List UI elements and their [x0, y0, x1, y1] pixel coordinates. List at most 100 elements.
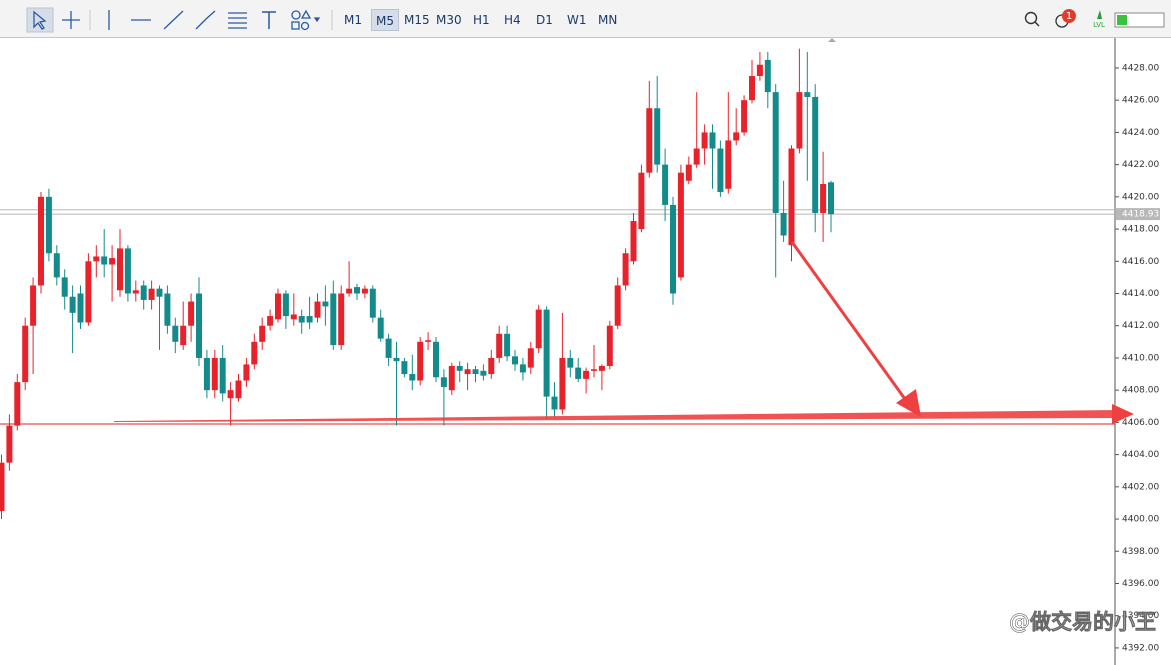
watermark: @做交易的小王 — [1009, 610, 1156, 634]
channel-tool[interactable] — [195, 10, 216, 30]
candle-body — [425, 340, 432, 342]
level-label: LVL — [1093, 21, 1105, 29]
timeframe-button[interactable]: M5 — [371, 9, 399, 31]
candle-body — [385, 338, 392, 358]
candle-body — [132, 290, 139, 294]
candle-body — [725, 140, 732, 189]
candle-body — [685, 164, 692, 181]
candle-body — [598, 365, 605, 371]
candle-body — [472, 369, 479, 375]
fibonacci-tool[interactable] — [228, 12, 247, 29]
candle-body — [243, 364, 250, 381]
chart-background — [0, 38, 1171, 665]
toolbar-icons: 1 LVL — [26, 7, 1165, 33]
candle-body — [14, 382, 21, 426]
candle-body — [606, 325, 613, 366]
crosshair-tool[interactable] — [62, 11, 80, 29]
cursor-tool[interactable] — [26, 7, 54, 33]
y-tick-label: 4418.00 — [1122, 225, 1159, 235]
y-tick-label: 4408.00 — [1122, 386, 1159, 396]
candle-body — [109, 258, 116, 265]
last-price-label: 4418.93 — [1122, 210, 1159, 220]
timeframe-button[interactable]: M30 — [436, 13, 462, 27]
candle-body — [409, 374, 416, 381]
candle-body — [354, 287, 360, 294]
candle-body — [203, 357, 210, 391]
y-tick-label: 4392.00 — [1122, 643, 1159, 653]
timeframe-button[interactable]: W1 — [567, 13, 587, 27]
candle-body — [733, 132, 740, 141]
notification-badge — [1062, 9, 1076, 23]
candle-body — [338, 293, 345, 346]
candle-body — [314, 301, 321, 318]
candle-body — [306, 316, 313, 323]
candle-body — [504, 333, 511, 357]
candle-body — [69, 296, 76, 313]
y-tick-label: 4402.00 — [1122, 482, 1159, 492]
search-icon[interactable] — [1024, 11, 1038, 25]
candle-body — [30, 285, 37, 326]
timeframe-button[interactable]: MN — [598, 13, 618, 27]
candle-body — [812, 96, 819, 213]
candle-body — [45, 196, 52, 254]
candle-body — [693, 148, 700, 165]
candle-body — [496, 333, 503, 358]
candle-body — [828, 182, 834, 215]
candle-body — [780, 212, 787, 236]
candle-body — [140, 285, 147, 300]
timeframe-button[interactable]: H1 — [473, 13, 490, 27]
candle-body — [630, 221, 637, 262]
candle-body — [796, 92, 803, 149]
trendline-tool[interactable] — [163, 10, 184, 30]
y-tick-label: 4404.00 — [1122, 450, 1159, 460]
y-tick-label: 4422.00 — [1122, 160, 1159, 170]
y-tick-label: 4400.00 — [1122, 515, 1159, 525]
candle-body — [172, 325, 179, 342]
candle-body — [251, 341, 258, 365]
candle-body — [440, 377, 447, 387]
candle-body — [227, 390, 234, 399]
candle-body — [259, 325, 266, 342]
candle-body — [480, 370, 487, 376]
candle-body — [377, 317, 384, 339]
candle-body — [124, 248, 131, 294]
timeframe-button[interactable]: M15 — [404, 13, 430, 27]
y-tick-label: 4396.00 — [1122, 579, 1159, 589]
candle-body — [61, 277, 68, 297]
candle-body — [267, 316, 274, 326]
candle-body — [369, 288, 376, 318]
candle-body — [448, 365, 455, 391]
candle-body — [456, 365, 463, 371]
y-tick-label: 4394.00 — [1122, 611, 1159, 621]
level-meter — [1114, 12, 1165, 28]
candle-body — [6, 425, 13, 463]
candle-body — [235, 380, 242, 399]
candle-body — [148, 288, 155, 300]
candle-body — [282, 293, 289, 317]
y-tick-label: 4420.00 — [1122, 192, 1159, 202]
candle-body — [219, 357, 226, 394]
timeframe-button[interactable]: H4 — [504, 13, 521, 27]
timeframe-button[interactable]: D1 — [536, 13, 553, 27]
candle-body — [322, 301, 329, 307]
candle-body — [393, 357, 400, 362]
candle-body — [117, 248, 123, 291]
candle-body — [756, 64, 763, 77]
price-tag — [1116, 208, 1160, 221]
text-tool[interactable] — [262, 11, 276, 29]
timeframe-button[interactable]: M1 — [344, 13, 362, 27]
candle-body — [346, 288, 353, 294]
candle-body — [535, 309, 542, 349]
candle-body — [488, 357, 495, 375]
candle-body — [717, 148, 724, 193]
candle-body — [741, 100, 748, 133]
candle-body — [614, 285, 621, 326]
candle-body — [654, 108, 661, 165]
notification-count: 1 — [1066, 11, 1072, 22]
toolbar: 1 LVL M1 M5 M15 M30 H1 H4 D1 W1 MN — [0, 0, 1171, 38]
candle-body — [330, 293, 337, 346]
shapes-tool[interactable] — [291, 9, 321, 31]
candle-body — [101, 256, 108, 265]
candle-body — [290, 314, 297, 320]
candle-body — [196, 293, 202, 358]
